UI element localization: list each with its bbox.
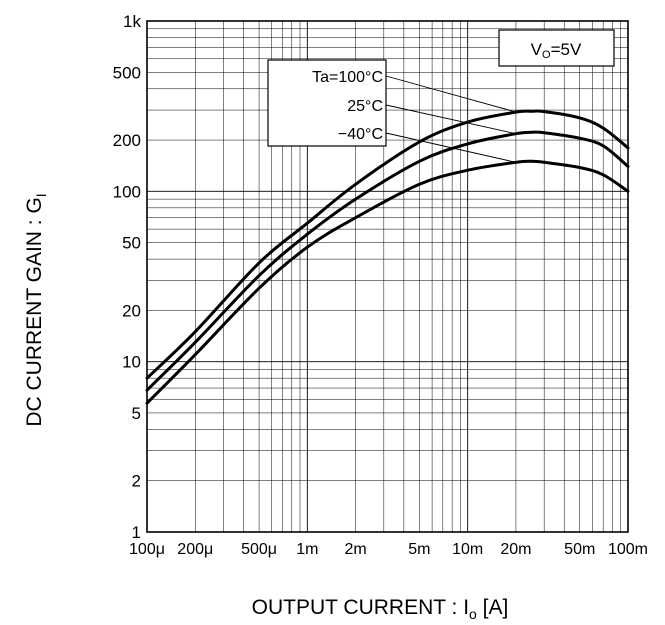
y-axis-label: DC CURRENT GAIN : GI: [23, 193, 49, 426]
curve-minus40: [145, 159, 630, 405]
x-tick-label: 200μ: [177, 541, 213, 558]
y-tick-label: 100: [113, 182, 141, 201]
x-tick-label: 50m: [564, 541, 595, 558]
x-tick-label: 2m: [344, 541, 366, 558]
leader-line: [385, 132, 517, 163]
label-leader-lines: [385, 75, 517, 163]
x-tick-label: 100m: [608, 541, 648, 558]
series-label-box: [267, 59, 387, 147]
x-tick-label: 5m: [408, 541, 430, 558]
y-tick-label: 50: [122, 234, 141, 253]
curve-25: [145, 130, 630, 392]
condition-box: [498, 29, 615, 67]
x-tick-label: 10m: [452, 541, 483, 558]
y-tick-label: 2: [132, 472, 141, 491]
curve-ta100: [145, 109, 630, 380]
x-tick-label: 100μ: [129, 541, 165, 558]
x-axis-label: OUTPUT CURRENT : Io [A]: [252, 596, 509, 622]
x-tick-label: 20m: [500, 541, 531, 558]
y-tick-label: 10: [122, 353, 141, 372]
leader-line: [385, 75, 517, 113]
grid-lines: [147, 21, 628, 532]
series-label-25: 25°C: [347, 98, 383, 115]
y-tick-label: 5: [132, 404, 141, 423]
series-label-minus40: −40°C: [338, 126, 383, 143]
x-tick-label: 500μ: [241, 541, 277, 558]
y-tick-labels: 1 2 5 10 20 50 100 200 500 1k: [113, 12, 142, 542]
condition-label: VO=5V: [531, 40, 582, 61]
series-label-ta100: Ta=100°C: [312, 69, 383, 86]
series-curves: [145, 109, 630, 405]
leader-line: [385, 104, 517, 135]
y-tick-label: 1k: [123, 12, 141, 31]
y-tick-label: 20: [122, 301, 141, 320]
y-tick-label: 1: [132, 523, 141, 542]
y-tick-label: 200: [113, 131, 141, 150]
y-tick-label: 500: [113, 63, 141, 82]
x-tick-label: 1m: [296, 541, 318, 558]
x-tick-labels: 100μ 200μ 500μ 1m 2m 5m 10m 20m 50m 100m: [129, 541, 648, 558]
plot-frame: [146, 20, 629, 533]
